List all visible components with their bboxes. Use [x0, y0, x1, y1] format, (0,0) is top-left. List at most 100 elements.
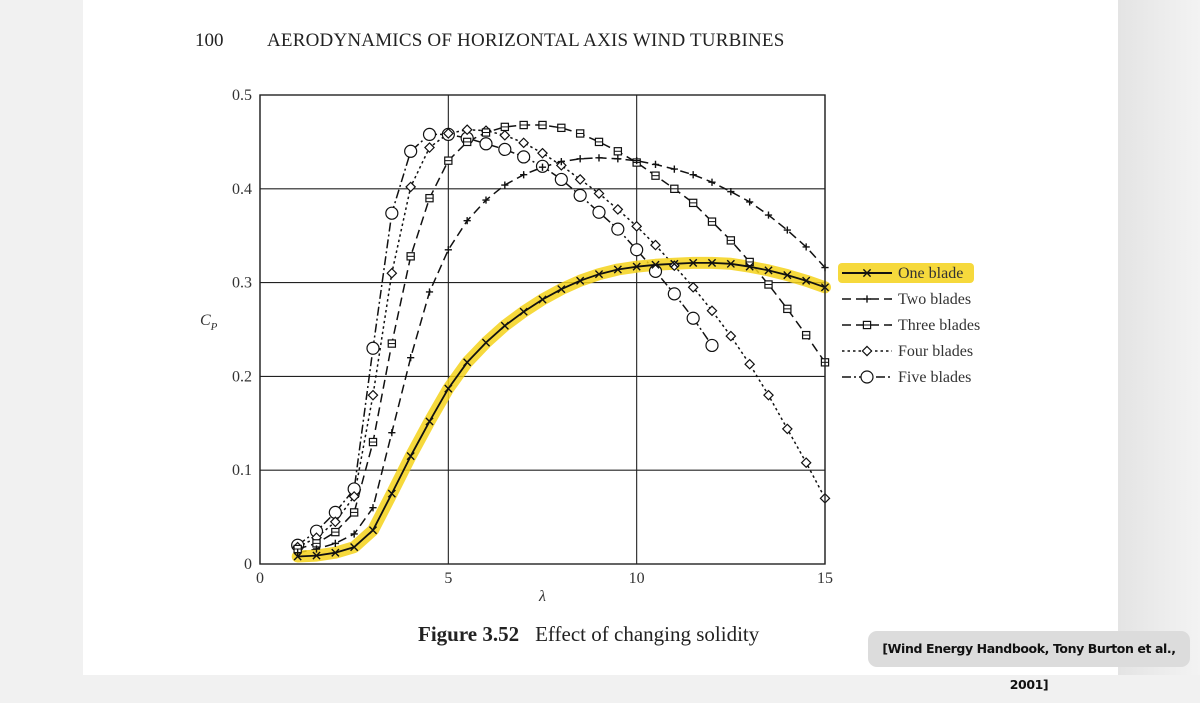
- marker-plus: [294, 549, 302, 557]
- marker-plus: [425, 288, 434, 296]
- marker-plus: [764, 211, 773, 219]
- marker-diamond: [668, 260, 680, 272]
- marker-x: [632, 262, 641, 271]
- marker-plus: [407, 354, 415, 362]
- x-tick-label: 0: [256, 570, 264, 587]
- series-line: [297, 133, 713, 546]
- marker-plus: [482, 196, 490, 204]
- series-line: [297, 124, 826, 550]
- marker-plus: [708, 178, 716, 186]
- marker-circle: [705, 338, 719, 353]
- marker-circle: [385, 206, 399, 220]
- legend-label: Five blades: [898, 369, 971, 386]
- marker-diamond: [555, 159, 567, 171]
- marker-plus: [614, 155, 622, 163]
- marker-diamond: [800, 457, 812, 469]
- marker-x: [425, 417, 434, 426]
- marker-diamond: [424, 142, 435, 153]
- marker-plus: [802, 243, 810, 251]
- marker-diamond: [706, 305, 718, 317]
- citation-badge: [Wind Energy Handbook, Tony Burton et al…: [868, 631, 1190, 692]
- y-tick-label: 0.4: [232, 181, 252, 198]
- marker-plus: [727, 188, 735, 196]
- marker-diamond: [687, 281, 699, 293]
- marker-plus: [633, 157, 641, 165]
- marker-circle: [648, 264, 663, 278]
- marker-diamond: [348, 491, 360, 502]
- marker-circle: [517, 150, 531, 164]
- marker-circle: [554, 172, 568, 187]
- marker-plus: [369, 504, 377, 512]
- marker-x: [764, 266, 773, 275]
- y-tick-label: 0: [244, 556, 252, 573]
- marker-x: [745, 262, 754, 271]
- highlight-band: [291, 256, 831, 563]
- marker-x: [707, 258, 717, 267]
- cp-lambda-chart: 0 5 10 15 0 0.1 0.2 0.3 0.4 0.5 λ CP One blade Two…: [200, 87, 980, 605]
- y-axis-label-main: C: [200, 312, 211, 329]
- series-lines: [291, 124, 831, 563]
- marker-x: [538, 295, 547, 304]
- x-tick-label: 10: [629, 570, 645, 587]
- page-number: 100: [195, 30, 224, 51]
- marker-diamond: [631, 220, 643, 232]
- y-tick-label: 0.3: [232, 275, 252, 292]
- y-axis-label: CP: [200, 312, 218, 333]
- marker-plus: [670, 165, 678, 173]
- marker-x: [613, 265, 622, 274]
- marker-diamond: [499, 129, 511, 141]
- marker-plus: [312, 545, 321, 553]
- series-markers: [291, 120, 831, 561]
- marker-x: [802, 276, 811, 285]
- marker-diamond: [612, 203, 624, 215]
- marker-x: [444, 384, 453, 393]
- marker-x: [312, 551, 321, 560]
- marker-x: [651, 260, 660, 269]
- marker-plus: [595, 154, 603, 162]
- marker-plus: [388, 429, 396, 437]
- marker-plus: [576, 155, 584, 163]
- marker-circle: [630, 243, 644, 257]
- marker-plus: [501, 181, 509, 189]
- marker-plus: [538, 163, 547, 171]
- plot-frame: [259, 94, 826, 565]
- marker-diamond: [367, 389, 379, 401]
- marker-plus: [463, 217, 471, 225]
- legend-label: Two blades: [898, 291, 971, 308]
- marker-x: [481, 338, 491, 347]
- y-tick-label: 0.1: [232, 462, 252, 479]
- chart-legend: One blade Two blades Three blades Four blad…: [838, 263, 980, 386]
- series-line: [297, 128, 826, 548]
- running-title: AERODYNAMICS OF HORIZONTAL AXIS WIND TUR…: [267, 30, 785, 51]
- marker-plus: [350, 530, 358, 538]
- marker-diamond: [861, 345, 873, 357]
- page-edge-shadow: [1118, 0, 1200, 675]
- marker-x: [783, 271, 792, 280]
- series-line: [297, 157, 826, 554]
- marker-diamond: [725, 330, 737, 342]
- marker-x: [500, 321, 509, 330]
- x-axis-label: λ: [538, 588, 546, 605]
- marker-x: [689, 258, 698, 267]
- marker-x: [368, 526, 378, 535]
- marker-circle: [573, 188, 587, 202]
- y-axis-label-subscript: P: [210, 321, 218, 333]
- marker-plus: [746, 198, 754, 206]
- book-page: [83, 0, 1118, 675]
- figure-number: Figure 3.52: [418, 622, 520, 646]
- marker-plus: [520, 171, 528, 179]
- y-tick-label: 0.5: [232, 87, 252, 104]
- marker-x: [576, 276, 585, 285]
- marker-diamond: [386, 267, 398, 279]
- marker-x: [519, 307, 528, 316]
- marker-circle: [498, 142, 512, 157]
- marker-diamond: [574, 173, 586, 185]
- legend-label: Three blades: [898, 317, 980, 334]
- x-tick-label: 15: [817, 570, 833, 587]
- marker-x: [670, 259, 679, 268]
- marker-plus: [783, 226, 791, 234]
- marker-x: [350, 543, 359, 552]
- marker-circle: [611, 222, 625, 236]
- figure-caption: Figure 3.52 Effect of changing solidity: [418, 622, 759, 647]
- marker-plus: [557, 157, 565, 166]
